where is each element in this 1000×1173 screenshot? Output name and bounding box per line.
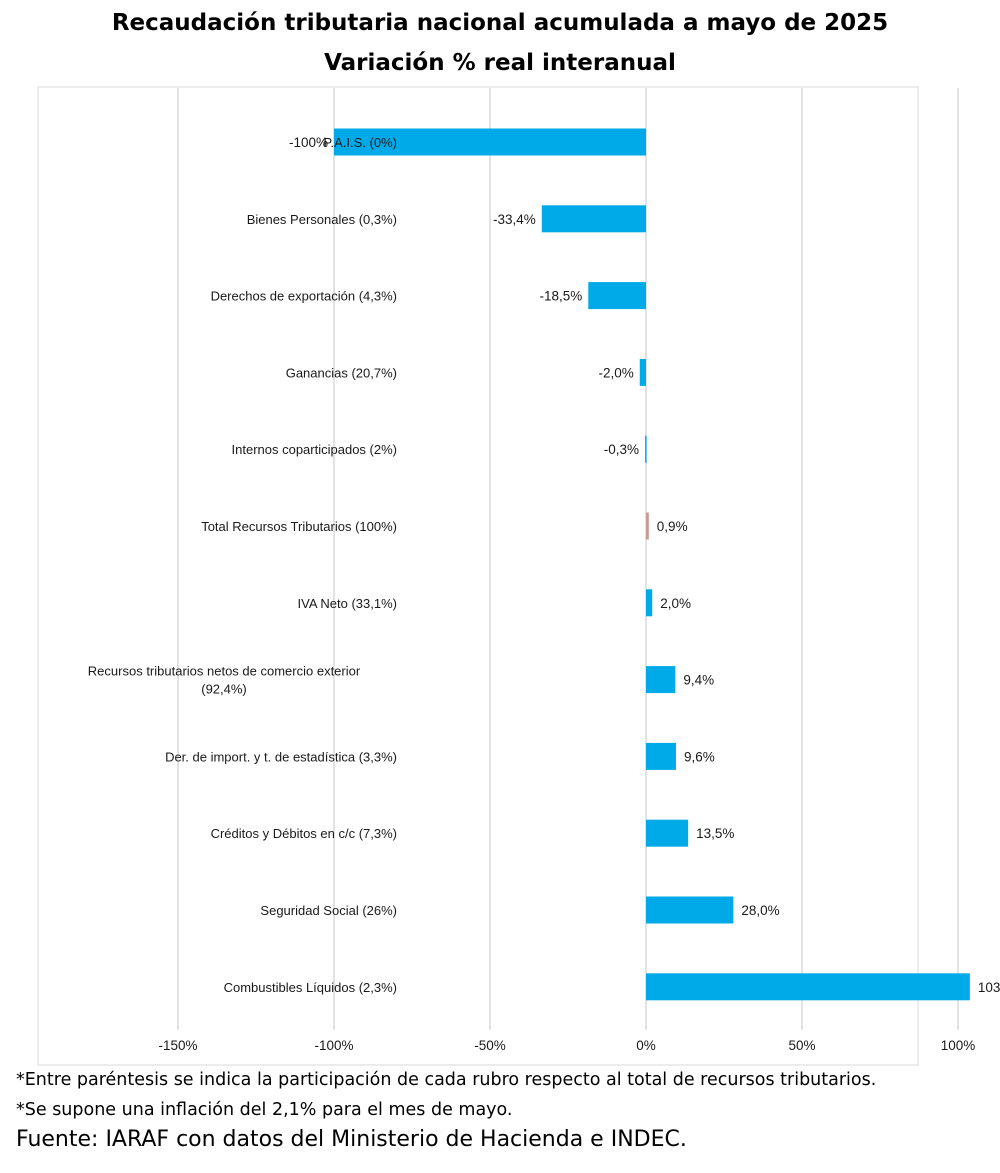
x-tick-label: 50% [788, 1038, 815, 1053]
category-label: IVA Neto (33,1%) [298, 596, 397, 611]
data-label: -2,0% [598, 365, 633, 380]
x-tick-label: 0% [636, 1038, 656, 1053]
data-label: 13,5% [696, 826, 734, 841]
category-labels: P.A.I.S. (0%) Bienes Personales (0,3%) Der… [88, 135, 397, 995]
category-label: Total Recursos Tributarios (100%) [201, 519, 397, 534]
category-label: Derechos de exportación (4,3%) [211, 289, 397, 304]
bar [646, 589, 653, 617]
category-label: Créditos y Débitos en c/c (7,3%) [211, 826, 397, 841]
bar [646, 512, 649, 540]
gridlines [177, 88, 959, 1030]
bar [334, 128, 646, 156]
data-label: 9,6% [684, 749, 715, 764]
data-label: -100% [289, 135, 328, 150]
category-label: Combustibles Líquidos (2,3%) [224, 980, 397, 995]
x-tick-label: -100% [314, 1038, 353, 1053]
data-label: 0,9% [657, 519, 688, 534]
chart-title: Recaudación tributaria nacional acumulad… [111, 10, 889, 36]
chart-subtitle: Variación % real interanual [324, 50, 676, 76]
category-label: Seguridad Social (26%) [260, 903, 397, 918]
bars [334, 128, 970, 1001]
data-label: -33,4% [493, 212, 536, 227]
bar [646, 819, 689, 847]
bar [588, 282, 646, 310]
data-label: 2,0% [660, 596, 691, 611]
bar [645, 435, 647, 463]
category-label: Recursos tributarios netos de comercio e… [88, 664, 361, 697]
bar [646, 742, 676, 770]
footnote-inflation: *Se supone una inflación del 2,1% para e… [16, 1100, 513, 1120]
x-tick-label: -150% [158, 1038, 197, 1053]
bar [639, 358, 646, 386]
category-label: Bienes Personales (0,3%) [247, 212, 397, 227]
footnote-participation: *Entre paréntesis se indica la participa… [16, 1070, 877, 1090]
x-tick-label: -50% [474, 1038, 506, 1053]
source-note: Fuente: IARAF con datos del Ministerio d… [16, 1127, 687, 1152]
bar [646, 973, 970, 1001]
category-label: Ganancias (20,7%) [286, 365, 397, 380]
category-label: Internos coparticipados (2%) [232, 442, 397, 457]
category-label: Der. de import. y t. de estadística (3,3… [165, 749, 397, 764]
x-tick-label: 100% [941, 1038, 976, 1053]
chart-border [37, 86, 919, 1066]
bar [646, 896, 734, 924]
bar [646, 666, 676, 694]
data-label: 9,4% [683, 673, 714, 688]
data-label: -0,3% [604, 442, 639, 457]
category-label: P.A.I.S. (0%) [324, 135, 397, 150]
data-label: 103,8% [978, 980, 1000, 995]
bar [541, 205, 646, 233]
data-label: -18,5% [539, 289, 582, 304]
data-label: 28,0% [741, 903, 779, 918]
data-labels: -100% -33,4% -18,5% -2,0% -0,3% 0,9% 2,0% 9,4% 9… [289, 135, 1000, 995]
x-axis-ticks: -150%-100%-50%0%50%100%150% [158, 1038, 976, 1053]
